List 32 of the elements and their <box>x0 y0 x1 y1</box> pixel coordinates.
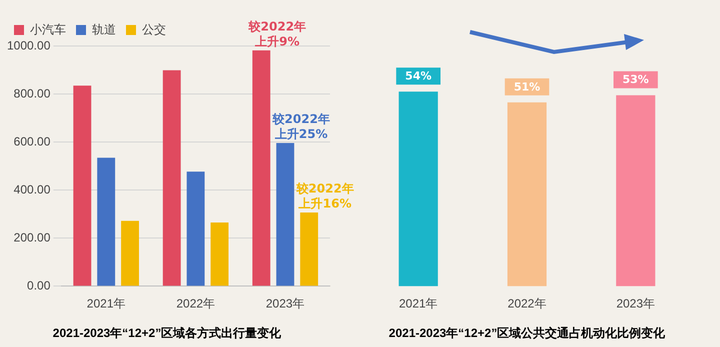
bar <box>97 158 116 286</box>
annotation: 较2022年上升16% <box>295 182 354 211</box>
bar <box>186 172 205 286</box>
x-tick-label: 2022年 <box>508 296 546 311</box>
x-tick-label: 2021年 <box>398 296 438 311</box>
y-tick-label: 600.00 <box>14 134 51 148</box>
bar <box>276 143 294 286</box>
data-label: 53% <box>622 73 649 86</box>
y-tick-label: 1000.00 <box>6 38 51 52</box>
bar <box>300 212 318 286</box>
x-tick-label: 2023年 <box>266 296 305 311</box>
annotation: 较2022年上升25% <box>272 112 330 142</box>
x-tick-label: 2023年 <box>616 296 656 311</box>
y-tick-label: 200.00 <box>14 230 51 244</box>
legend-label: 轨道 <box>92 22 116 36</box>
x-tick-label: 2021年 <box>86 296 126 311</box>
bar <box>121 220 139 286</box>
legend-label: 公交 <box>142 22 166 36</box>
y-tick-label: 0.00 <box>27 278 51 293</box>
text: 2021-2023年“12+2”区域各方式出行量变化 <box>52 326 282 340</box>
x-tick-label: 2022年 <box>176 296 216 311</box>
text: 2021-2023年“12+2”区域公共交通占机动化比例变化 <box>388 326 666 340</box>
y-tick-label: 800.00 <box>14 86 51 100</box>
bar <box>252 50 270 286</box>
data-label: 54% <box>405 69 432 82</box>
data-label: 51% <box>514 80 540 94</box>
y-tick-label: 400.00 <box>14 182 51 196</box>
bar <box>210 222 229 286</box>
legend-label: 小汽车 <box>30 22 66 36</box>
annotation: 较2022年上升9% <box>248 19 306 48</box>
bar <box>73 86 92 286</box>
bar <box>162 70 181 286</box>
